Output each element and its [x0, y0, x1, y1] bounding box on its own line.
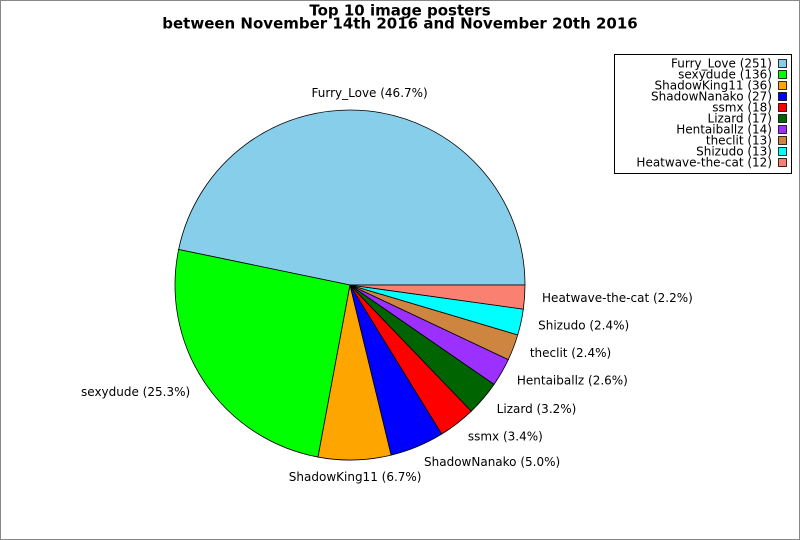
- legend-swatch: [778, 158, 787, 167]
- slice-label: Hentaiballz (2.6%): [517, 373, 628, 387]
- legend-swatch: [778, 59, 787, 68]
- legend-swatch: [778, 114, 787, 123]
- legend-swatch: [778, 81, 787, 90]
- legend-swatch: [778, 136, 787, 145]
- legend-label: Furry_Love (251): [671, 57, 772, 71]
- legend-label: Heatwave-the-cat (12): [636, 156, 772, 170]
- legend-label: Shizudo (13): [696, 145, 772, 159]
- legend-box: [614, 54, 792, 174]
- chart-title: Top 10 image posters: [309, 2, 490, 20]
- legend-label: Lizard (17): [708, 112, 772, 126]
- legend-swatch: [778, 70, 787, 79]
- slice-label: ssmx (3.4%): [468, 430, 543, 444]
- pie-slice: [349, 284, 526, 310]
- slice-label: Furry_Love (46.7%): [312, 86, 428, 100]
- legend-label: ShadowKing11 (36): [655, 79, 773, 93]
- pie-slice: [174, 249, 351, 458]
- legend-swatch: [778, 147, 787, 156]
- slice-label: Shizudo (2.4%): [538, 318, 629, 332]
- chart-subtitle: between November 14th 2016 and November …: [162, 15, 638, 33]
- slice-label: ShadowKing11 (6.7%): [289, 470, 422, 484]
- slice-label: Lizard (3.2%): [497, 402, 577, 416]
- legend-label: sexydude (136): [678, 68, 772, 82]
- slice-label: sexydude (25.3%): [81, 385, 190, 399]
- slice-label: theclit (2.4%): [530, 346, 611, 360]
- legend-swatch: [778, 125, 787, 134]
- slice-label: ShadowNanako (5.0%): [424, 455, 560, 469]
- pie-slice: [178, 109, 526, 286]
- legend-label: ssmx (18): [712, 101, 772, 115]
- legend-label: theclit (13): [706, 134, 772, 148]
- legend-swatch: [778, 92, 787, 101]
- legend-swatch: [778, 103, 787, 112]
- slice-label: Heatwave-the-cat (2.2%): [542, 291, 693, 305]
- legend-label: Hentaiballz (14): [676, 123, 772, 137]
- legend-label: ShadowNanako (27): [651, 90, 772, 104]
